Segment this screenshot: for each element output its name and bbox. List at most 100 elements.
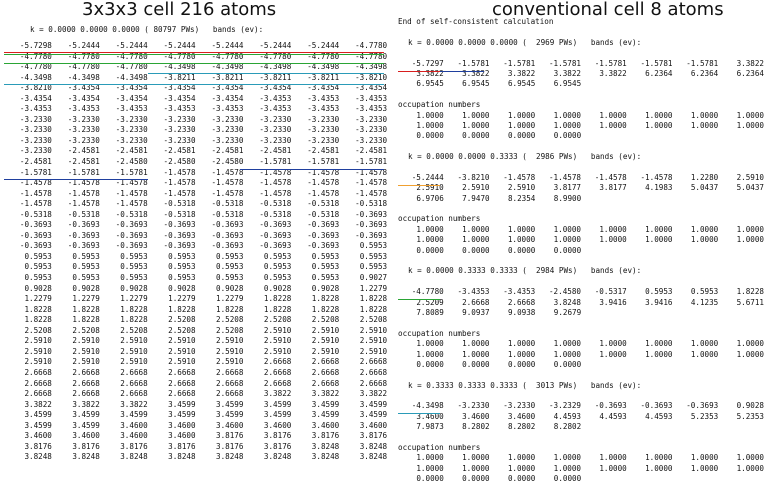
band-value: -1.4578 xyxy=(355,167,388,177)
highlight-underline xyxy=(398,413,440,415)
bands-line: -4.7780 -3.4353 -3.4353 -2.4580 -0.5317 0.595… xyxy=(398,287,764,297)
band-value: 1.8228 xyxy=(72,315,100,325)
band-value: 3.4599 xyxy=(168,410,196,420)
band-value: 0.5953 xyxy=(216,273,244,283)
band-value: -1.5781 xyxy=(594,58,627,68)
band-value: 2.6668 xyxy=(263,357,292,367)
band-value: 2.6668 xyxy=(120,389,148,399)
occupation-value: 1.0000 xyxy=(507,453,536,463)
band-value: 3.4600 xyxy=(507,411,536,421)
band-value: 3.4600 xyxy=(120,420,148,430)
band-value: 0.5953 xyxy=(168,262,196,272)
band-value: -3.8210 xyxy=(457,172,490,182)
band-value: 3.4599 xyxy=(120,410,148,420)
occupation-value: 0.0000 xyxy=(416,131,444,141)
band-value: -4.7780 xyxy=(67,51,100,61)
band-value: -0.3693 xyxy=(355,220,388,230)
band-value: 3.8248 xyxy=(553,297,581,307)
band-value: 2.6668 xyxy=(168,378,196,388)
band-value: 0.5953 xyxy=(120,251,148,261)
band-value: -5.2444 xyxy=(163,41,196,50)
band-value: 1.8228 xyxy=(24,315,52,325)
band-value: -3.2330 xyxy=(307,114,340,124)
occupation-value: 1.0000 xyxy=(416,120,444,130)
band-value: -1.4578 xyxy=(640,172,673,182)
band-value: 0.5953 xyxy=(168,251,196,261)
band-value: 7.8089 xyxy=(416,307,444,317)
highlight-underline xyxy=(240,169,384,171)
band-value: 0.9027 xyxy=(359,273,388,283)
band-value: 3.8177 xyxy=(599,183,627,193)
band-value: -1.5781 xyxy=(307,157,340,167)
band-value: 1.8228 xyxy=(263,304,292,314)
band-value: 2.5208 xyxy=(168,315,196,325)
occupation-line: 1.0000 1.0000 1.0000 1.0000 1.0000 1.0000 1.00… xyxy=(398,111,764,121)
band-value: 0.5953 xyxy=(168,273,196,283)
occupation-value: 1.0000 xyxy=(690,453,719,463)
band-value: 2.5910 xyxy=(120,346,148,356)
band-value: -0.3693 xyxy=(259,220,292,230)
band-value: 1.2279 xyxy=(216,294,244,304)
band-value: -1.4578 xyxy=(211,178,244,188)
band-row: 3.4599 3.4599 3.4599 3.4599 3.4599 3.4599 3.45… xyxy=(4,410,387,421)
occupation-value: 1.0000 xyxy=(645,120,673,130)
band-value: 0.5953 xyxy=(359,241,388,251)
band-value: -3.4353 xyxy=(503,287,536,297)
band-value: -5.7297 xyxy=(411,58,444,68)
band-row: -0.5318 -0.5318 -0.5318 -0.5318 -0.5318 -0.53… xyxy=(4,210,387,221)
band-row: 3.4599 3.4599 3.4600 3.4600 3.4600 3.4600 3.46… xyxy=(4,421,387,432)
occupation-value: 0.0000 xyxy=(553,474,582,484)
band-value: -0.5318 xyxy=(115,209,148,219)
band-value: -0.5318 xyxy=(19,209,52,219)
band-value: 2.5910 xyxy=(24,346,52,356)
band-value: -3.2330 xyxy=(19,125,52,135)
band-value: 3.4600 xyxy=(72,431,100,441)
band-value: -3.4354 xyxy=(67,83,100,93)
band-value: 0.5953 xyxy=(263,262,292,272)
band-value: 2.6668 xyxy=(120,378,148,388)
band-value: -4.3498 xyxy=(115,72,148,82)
band-value: -3.2330 xyxy=(163,125,196,135)
band-value: 2.5209 xyxy=(416,297,444,307)
occupation-value: 0.0000 xyxy=(416,474,444,484)
band-value: 2.6668 xyxy=(24,378,52,388)
band-value: 6.2364 xyxy=(645,68,673,78)
band-value: 1.8228 xyxy=(24,304,52,314)
bands-line: 3.4600 3.4600 3.4600 4.4593 4.4593 4.4593 5.23… xyxy=(398,412,764,422)
band-value: -3.2330 xyxy=(259,114,292,124)
band-value: -0.3693 xyxy=(211,241,244,251)
band-row: 0.9028 0.9028 0.9028 0.9028 0.9028 0.9028 0.90… xyxy=(4,284,387,295)
band-value: -0.3693 xyxy=(259,241,292,251)
band-value: 9.0937 xyxy=(462,307,490,317)
band-value: -0.5318 xyxy=(67,209,100,219)
occupation-value: 1.0000 xyxy=(462,235,490,245)
band-value: -1.4578 xyxy=(67,188,100,198)
band-value: 3.3822 xyxy=(736,58,764,68)
band-value: -5.2444 xyxy=(211,41,244,50)
band-value: -3.2330 xyxy=(67,135,100,145)
band-value: -3.8210 xyxy=(355,72,388,82)
band-value: -3.2330 xyxy=(503,401,536,411)
band-value: 0.5953 xyxy=(645,287,673,297)
band-value: -3.4353 xyxy=(355,93,388,103)
band-value: -3.8211 xyxy=(307,72,340,82)
band-value: 2.6668 xyxy=(462,297,490,307)
band-row: -0.3693 -0.3693 -0.3693 -0.3693 -0.3693 -0.36… xyxy=(4,220,387,231)
band-value: -1.5781 xyxy=(115,167,148,177)
band-value: 3.8248 xyxy=(120,452,148,462)
occupation-value: 1.0000 xyxy=(645,339,673,349)
occupation-value: 1.0000 xyxy=(416,463,444,473)
band-value: -5.2444 xyxy=(115,41,148,50)
band-value: -0.3693 xyxy=(115,220,148,230)
band-value: 3.3822 xyxy=(359,389,388,399)
band-value: 6.9545 xyxy=(416,79,444,89)
band-value: -1.4578 xyxy=(19,188,52,198)
band-value: -3.4353 xyxy=(211,104,244,114)
band-value: 2.6668 xyxy=(72,367,100,377)
band-value: 2.5910 xyxy=(263,325,292,335)
band-value: 3.4599 xyxy=(168,399,196,409)
band-value: -4.7780 xyxy=(307,51,340,61)
band-value: 3.3822 xyxy=(553,68,581,78)
band-value: 0.9028 xyxy=(168,283,196,293)
band-value: -2.4581 xyxy=(307,146,340,156)
